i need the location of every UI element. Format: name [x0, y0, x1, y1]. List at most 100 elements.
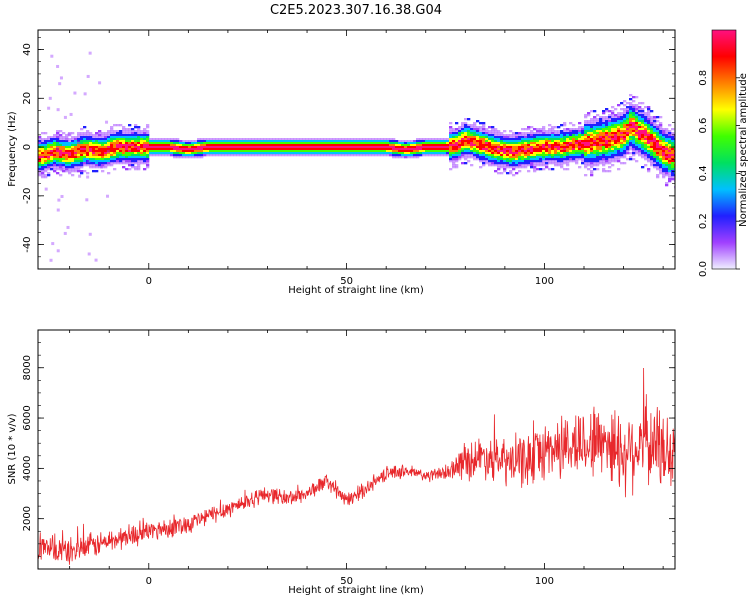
heat-cell [569, 140, 573, 143]
heat-cell [368, 146, 372, 149]
heat-cell [110, 154, 114, 157]
heat-cell [230, 138, 234, 141]
heat-cell [554, 158, 558, 161]
heat-cell [647, 132, 651, 135]
heat-cell [65, 158, 69, 161]
heat-cell [479, 142, 483, 145]
heat-cell [362, 154, 366, 157]
heat-cell [650, 160, 654, 163]
heat-cell [482, 140, 486, 143]
heat-cell [239, 144, 243, 147]
heat-cell [41, 132, 45, 135]
heat-cell [161, 138, 165, 141]
heat-cell [143, 142, 147, 145]
y-tick-label: 6000 [22, 405, 33, 430]
heat-cell [587, 124, 591, 127]
heat-cell [350, 140, 354, 143]
heat-cell [80, 152, 84, 155]
heat-cell [287, 152, 291, 155]
heat-cell [71, 132, 75, 135]
heat-cell [650, 132, 654, 135]
heat-cell [416, 144, 420, 147]
heat-cell [632, 134, 636, 137]
heat-cell [50, 148, 54, 151]
heat-cell [248, 138, 252, 141]
heat-cell [449, 168, 453, 171]
heat-cell [671, 172, 675, 175]
heat-cell [647, 122, 651, 125]
heat-cell [53, 142, 57, 145]
heat-cell [536, 142, 540, 145]
heat-cell [635, 130, 639, 133]
heat-cell [671, 150, 675, 153]
heat-cell [659, 124, 663, 127]
heat-cell [446, 150, 450, 153]
heat-cell [176, 138, 180, 141]
heat-cell [491, 164, 495, 167]
heat-cell [227, 152, 231, 155]
heat-cell [644, 132, 648, 135]
heat-cell [299, 142, 303, 145]
heat-cell [128, 134, 132, 137]
heat-cell [587, 152, 591, 155]
heat-cell [290, 140, 294, 143]
heat-cell [350, 144, 354, 147]
heat-cell [95, 158, 99, 161]
heat-cell [98, 162, 102, 165]
heat-cell [485, 142, 489, 145]
heat-cell [221, 150, 225, 153]
heat-cell [596, 124, 600, 127]
heat-cell [530, 130, 534, 133]
heat-cell [137, 142, 141, 145]
heat-cell [71, 158, 75, 161]
heat-speck [87, 159, 91, 163]
heat-cell [569, 122, 573, 125]
heat-cell [569, 154, 573, 157]
heat-cell [77, 168, 81, 171]
heat-cell [665, 130, 669, 133]
heat-speck [58, 82, 62, 86]
heat-cell [545, 130, 549, 133]
heat-cell [179, 154, 183, 157]
heat-cell [182, 142, 186, 145]
heat-cell [521, 140, 525, 143]
heat-cell [140, 152, 144, 155]
heat-cell [38, 142, 42, 145]
heat-cell [518, 132, 522, 135]
heat-cell [644, 140, 648, 143]
heat-cell [617, 116, 621, 119]
heat-cell [629, 136, 633, 139]
heat-cell [155, 148, 159, 151]
heat-cell [593, 152, 597, 155]
heat-cell [104, 154, 108, 157]
heat-cell [119, 156, 123, 159]
heat-cell [632, 138, 636, 141]
heat-cell [551, 162, 555, 165]
heat-cell [533, 146, 537, 149]
heat-cell [188, 154, 192, 157]
heat-speck [44, 187, 48, 191]
heat-cell [599, 138, 603, 141]
heat-cell [455, 122, 459, 125]
heat-cell [113, 156, 117, 159]
heat-cell [587, 138, 591, 141]
heat-cell [83, 148, 87, 151]
heat-cell [644, 164, 648, 167]
heat-cell [479, 146, 483, 149]
heat-cell [542, 134, 546, 137]
heat-cell [638, 154, 642, 157]
heat-cell [545, 142, 549, 145]
heat-cell [92, 160, 96, 163]
heat-cell [248, 140, 252, 143]
heat-cell [536, 148, 540, 151]
heat-cell [629, 128, 633, 131]
heat-speck [85, 198, 89, 202]
heat-cell [458, 152, 462, 155]
heat-cell [245, 152, 249, 155]
heat-cell [56, 152, 60, 155]
heat-cell [320, 138, 324, 141]
heat-cell [422, 140, 426, 143]
heat-cell [662, 136, 666, 139]
heat-cell [338, 154, 342, 157]
heat-cell [539, 164, 543, 167]
